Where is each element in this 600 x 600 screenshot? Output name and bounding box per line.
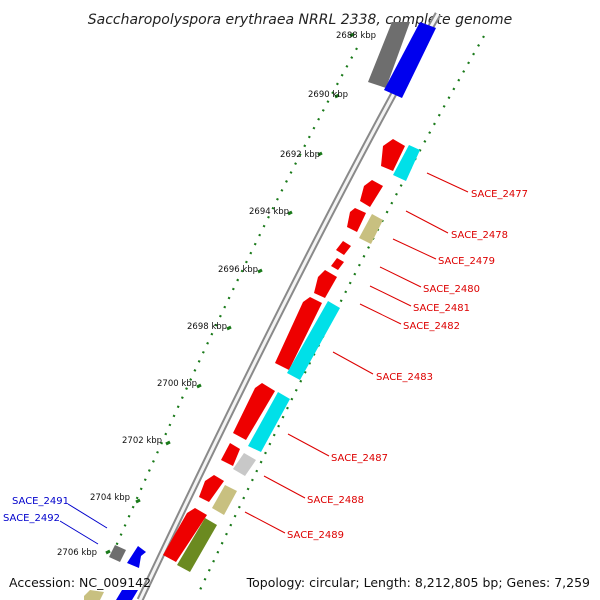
cyan-features (248, 145, 420, 452)
gene-label[interactable]: SACE_2479 (438, 256, 495, 267)
kbp-label: 2692 kbp (280, 150, 320, 160)
olive-gene-block (359, 214, 383, 244)
red-features (163, 139, 405, 562)
kbp-label: 2690 kbp (308, 90, 348, 100)
gene-label[interactable]: SACE_2488 (307, 495, 364, 506)
red-gene-arrow (199, 475, 224, 502)
red-gene-arrow (347, 208, 366, 232)
red-gene-arrow (314, 270, 337, 298)
olive-features (84, 214, 383, 600)
genome-backbone (136, 12, 442, 600)
gene-label[interactable]: SACE_2481 (413, 303, 470, 314)
blue-gene-arrow (127, 546, 146, 568)
gene-label[interactable]: SACE_2491 (12, 496, 69, 507)
cyan-gene-block (287, 301, 340, 380)
olive-gene-block (212, 485, 237, 515)
red-gene-arrow (163, 508, 207, 562)
gene-label[interactable]: SACE_2483 (376, 372, 433, 383)
red-gene-arrow (331, 258, 344, 270)
darkolive-gene-block (177, 518, 217, 572)
gene-label[interactable]: SACE_2492 (3, 513, 60, 524)
kbp-label: 2704 kbp (90, 493, 130, 503)
cyan-gene-block (248, 392, 290, 452)
red-gene-arrow (336, 241, 351, 255)
map-title: Saccharopolyspora erythraea NRRL 2338, c… (88, 12, 513, 28)
kbp-label: 2688 kbp (336, 31, 376, 41)
major-ticks (105, 32, 355, 555)
kbp-labels: 2688 kbp 2690 kbp 2692 kbp 2694 kbp 2696… (57, 31, 376, 558)
gene-label[interactable]: SACE_2480 (423, 284, 480, 295)
kbp-label: 2700 kbp (157, 379, 197, 389)
red-gene-arrow (233, 383, 275, 440)
gene-label[interactable]: SACE_2489 (287, 530, 344, 541)
misc-features (109, 453, 256, 600)
right-leader-lines (244, 172, 469, 534)
left-leader-line (59, 520, 99, 545)
olive-gene-block (84, 590, 104, 600)
kbp-label: 2698 kbp (187, 322, 227, 332)
gene-label[interactable]: SACE_2487 (331, 453, 388, 464)
kbp-label: 2694 kbp (249, 207, 289, 217)
left-leader-line (67, 503, 108, 529)
red-gene-arrow (221, 443, 240, 466)
silver-gene-block (233, 453, 256, 476)
gray-gene-block (109, 545, 126, 562)
blue-forward-feature (384, 22, 436, 98)
kbp-label: 2706 kbp (57, 548, 97, 558)
blue-gene-block (116, 590, 138, 600)
left-gene-labels: SACE_2491 SACE_2492 (3, 496, 108, 545)
gene-label[interactable]: SACE_2478 (451, 230, 508, 241)
kbp-label: 2696 kbp (218, 265, 258, 275)
top-features (368, 22, 436, 98)
kbp-label: 2702 kbp (122, 436, 162, 446)
gene-label[interactable]: SACE_2477 (471, 189, 528, 200)
inner-tick-track (199, 35, 485, 591)
red-gene-arrow (275, 297, 322, 370)
red-gene-arrow (360, 180, 383, 207)
right-gene-labels: SACE_2477 SACE_2478 SACE_2479 SACE_2480 … (287, 189, 528, 541)
gene-label[interactable]: SACE_2482 (403, 321, 460, 332)
cyan-gene-block (393, 145, 420, 181)
red-gene-arrow (381, 139, 405, 171)
topology-text: Topology: circular; Length: 8,212,805 bp… (246, 575, 590, 590)
gray-feature-block (368, 22, 410, 88)
accession-text: Accession: NC_009142 (9, 575, 151, 590)
